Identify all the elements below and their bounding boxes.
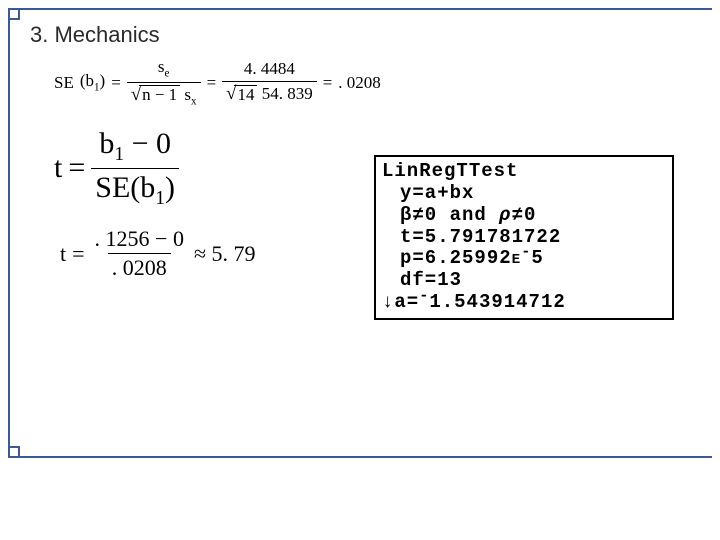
slide-frame: 3. Mechanics SE (b1) = se √n − 1 sx = 4.…: [8, 8, 712, 458]
corner-square-top: [8, 8, 20, 20]
calc-l5: p=6.25992E-5: [382, 248, 666, 270]
se-paren: (b1): [80, 71, 105, 93]
t-frac: b1 − 0 SE(b1): [91, 127, 179, 209]
tn-eq: =: [72, 241, 84, 267]
se-eq2: =: [207, 73, 217, 93]
tn-sym: t: [60, 241, 66, 267]
calculator-output: LinRegTTest y=a+bxβ≠0 and ρ≠0t=5.7917817…: [374, 155, 674, 320]
t-sym: t: [54, 151, 62, 185]
calc-l2: y=a+bx: [382, 183, 666, 205]
calc-l7: ↓a=-1.543914712: [382, 291, 566, 313]
se-label: SE: [54, 73, 74, 93]
se-eq3: =: [323, 73, 333, 93]
section-title: 3. Mechanics: [30, 22, 692, 48]
calc-l3: β≠0 and ρ≠0: [382, 205, 666, 227]
calc-l1: LinRegTTest: [382, 160, 518, 182]
se-equation: SE (b1) = se √n − 1 sx = 4. 4484 √14 54.…: [54, 58, 692, 107]
corner-square-bottom: [8, 446, 20, 458]
tn-frac: . 1256 − 0 . 0208: [91, 227, 188, 280]
t-eq: =: [68, 151, 85, 185]
se-frac2: 4. 4484 √14 54. 839: [222, 60, 317, 104]
se-result: . 0208: [338, 73, 381, 93]
se-frac1: se √n − 1 sx: [127, 58, 201, 107]
tn-approx: ≈ 5. 79: [194, 241, 256, 267]
se-eq1: =: [111, 73, 121, 93]
